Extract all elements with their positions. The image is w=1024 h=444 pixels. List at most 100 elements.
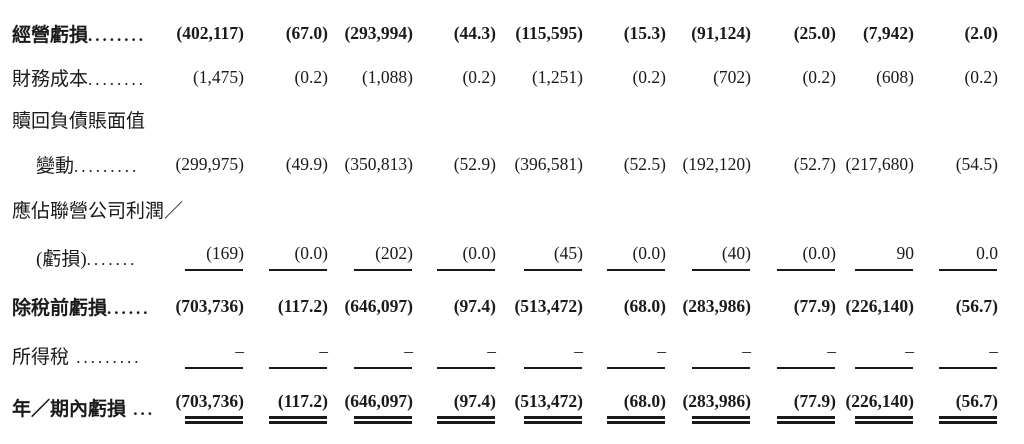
cell-value: – [329,330,414,380]
cell-value: – [414,330,497,380]
cell-value: (25.0) [793,22,836,43]
subtotal-rule [437,269,495,271]
subtotal-rule [692,269,750,271]
cell-value: (1,251) [531,66,583,87]
cell-value: (15.3) [623,22,666,43]
leader-dots: ...... [107,298,151,318]
cell-value: (646,097) [329,380,414,435]
subtotal-rule [855,367,913,369]
cell-value: – [497,330,584,380]
cell-value: (0.2) [462,66,496,87]
leader-dots: ....... [86,249,138,269]
cell-value: (283,986) [682,295,751,316]
cell-value: (40) [667,232,752,282]
table-row-redemption-liabilities-label: 贖回負債賬面值 [0,98,999,141]
cell-value: (0.2) [964,66,998,87]
cell-value: (52.9) [453,153,496,174]
cell-value: (2.0) [964,22,998,43]
cell-value: – [837,330,915,380]
cell-value: (0.2) [294,66,328,87]
cell-value: (226,140) [845,295,914,316]
empty-cells [162,187,999,232]
cell-value: (217,680) [845,153,914,174]
subtotal-rule [855,269,913,271]
cell-value: (646,097) [344,295,413,316]
cell-value: (115,595) [515,22,583,43]
total-double-rule [269,416,327,424]
row-label-text: 應佔聯營公司利潤／ [12,201,184,222]
row-label-text: 變動 [36,155,75,177]
table-row-loss-for-the-year: 年／期內虧損 ... (703,736) (117.2) (646,097) (… [0,380,999,435]
cell-value: (1,475) [192,66,244,87]
total-double-rule [607,416,665,424]
cell-value: – [584,330,667,380]
cell-value: (402,117) [176,22,244,43]
subtotal-rule [524,269,582,271]
row-label-text: (虧損) [36,248,87,270]
cell-value: (0.0) [752,232,837,282]
cell-value: (513,472) [514,295,583,316]
cell-value: – [667,330,752,380]
cell-value: (56.7) [915,380,999,435]
cell-value: (0.0) [245,232,329,282]
cell-value: (52.5) [623,153,666,174]
row-label-text: 財務成本 [12,68,89,90]
cell-value: (703,736) [175,295,244,316]
subtotal-rule [939,367,997,369]
row-label: 所得稅 ......... [0,330,162,380]
cell-value: (396,581) [514,153,583,174]
total-double-rule [777,416,835,424]
cell-value: – [245,330,329,380]
subtotal-rule [607,269,665,271]
cell-value: (56.7) [955,295,998,316]
cell-value: (52.7) [793,153,836,174]
cell-value: (192,120) [682,153,751,174]
cell-value: (67.0) [285,22,328,43]
row-label: 贖回負債賬面值 [0,98,162,141]
cell-value: (299,975) [175,153,244,174]
cell-value: (293,994) [344,22,413,43]
cell-value: (54.5) [955,153,998,174]
cell-value: (1,088) [361,66,413,87]
cell-value: (350,813) [344,153,413,174]
row-label: 年／期內虧損 ... [0,380,162,435]
table-row-share-of-associates-loss: (虧損)....... (169) (0.0) (202) (0.0) (45)… [0,232,999,282]
cell-value: – [752,330,837,380]
cell-value: (77.9) [793,295,836,316]
cell-value: (702) [713,66,751,87]
leader-dots: ........ [88,69,147,89]
cell-value: (226,140) [837,380,915,435]
subtotal-rule [939,269,997,271]
subtotal-rule [269,269,327,271]
cell-value: – [915,330,999,380]
subtotal-rule [437,367,495,369]
row-label: 變動......... [0,141,162,187]
cell-value: (77.9) [752,380,837,435]
cell-value: (117.2) [277,295,328,316]
empty-cells [162,98,999,141]
cell-value: (0.2) [802,66,836,87]
cell-value: (97.4) [414,380,497,435]
cell-value: – [162,330,245,380]
cell-value: (7,942) [862,22,914,43]
cell-value: (608) [876,66,914,87]
cell-value: 90 [837,232,915,282]
cell-value: (283,986) [667,380,752,435]
row-label: 應佔聯營公司利潤／ [0,187,183,232]
cell-value: (45) [497,232,584,282]
table-row-finance-costs: 財務成本........ (1,475) (0.2) (1,088) (0.2)… [0,56,999,98]
total-double-rule [185,416,243,424]
leader-dots: ........ [88,25,147,45]
row-label-text: 經營虧損 [12,24,89,46]
financial-table: 經營虧損........ (402,117) (67.0) (293,994) … [0,10,999,435]
cell-value: 0.0 [915,232,999,282]
row-label: (虧損)....... [0,232,162,282]
total-double-rule [437,416,495,424]
table-row-income-tax: 所得稅 ......... – – – – – – – – – – [0,330,999,380]
cell-value: (202) [329,232,414,282]
subtotal-rule [607,367,665,369]
total-double-rule [939,416,997,424]
row-label-text: 所得稅 [12,346,70,368]
leader-dots: ......... [69,347,142,367]
